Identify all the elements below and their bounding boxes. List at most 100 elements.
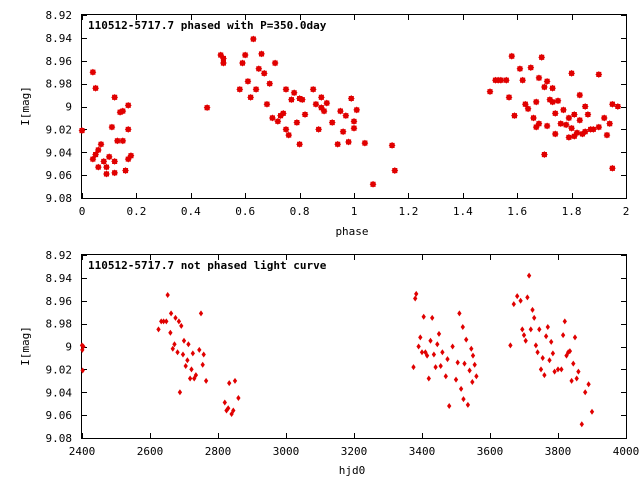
x-tick-label: 1.8 bbox=[562, 205, 582, 218]
data-point bbox=[537, 326, 542, 333]
data-point bbox=[557, 120, 565, 128]
data-point bbox=[560, 332, 566, 339]
data-point bbox=[127, 152, 135, 160]
data-point bbox=[239, 59, 246, 67]
plot-title: 110512-5717.7 phased with P=350.0day bbox=[88, 19, 327, 32]
data-point bbox=[220, 59, 227, 67]
data-point bbox=[80, 367, 85, 374]
data-point bbox=[447, 402, 452, 409]
data-point bbox=[562, 121, 570, 129]
data-point bbox=[526, 272, 532, 279]
data-point bbox=[560, 106, 567, 114]
data-point bbox=[391, 167, 399, 174]
data-point bbox=[236, 85, 244, 93]
x-tick-label: 2600 bbox=[137, 445, 164, 458]
data-point bbox=[532, 98, 540, 106]
data-point bbox=[203, 104, 211, 112]
y-tick-label: 9.06 bbox=[46, 169, 73, 182]
data-point bbox=[574, 375, 579, 382]
y-tick-label: 8.92 bbox=[46, 9, 73, 22]
data-point bbox=[320, 107, 328, 115]
data-point bbox=[583, 389, 588, 396]
data-point bbox=[589, 125, 597, 133]
data-point bbox=[535, 349, 540, 356]
data-point bbox=[532, 314, 537, 321]
data-point bbox=[263, 100, 271, 108]
data-point bbox=[231, 407, 236, 414]
data-point bbox=[111, 169, 119, 177]
data-point bbox=[573, 129, 581, 137]
x-tick-label: 3800 bbox=[545, 445, 572, 458]
data-point bbox=[200, 361, 205, 368]
data-point bbox=[428, 337, 433, 344]
data-point bbox=[523, 337, 528, 344]
x-tick-label: 4000 bbox=[613, 445, 640, 458]
data-point bbox=[511, 112, 518, 120]
data-point bbox=[252, 85, 260, 93]
data-point bbox=[435, 341, 440, 348]
data-point bbox=[92, 151, 99, 158]
x-tick-label: 1.2 bbox=[398, 205, 418, 218]
y-tick-label: 9.08 bbox=[46, 432, 73, 445]
plot-frame bbox=[81, 254, 627, 439]
data-point bbox=[521, 332, 527, 339]
y-tick-label: 9.02 bbox=[46, 363, 73, 376]
data-point bbox=[554, 97, 562, 105]
data-point bbox=[122, 167, 129, 174]
data-point bbox=[551, 109, 559, 117]
data-point bbox=[538, 366, 544, 373]
y-tick-label: 9 bbox=[65, 341, 72, 354]
x-tick-label: 1 bbox=[351, 205, 358, 218]
data-point bbox=[94, 163, 102, 171]
data-point bbox=[124, 101, 132, 109]
data-point bbox=[549, 84, 556, 92]
data-point bbox=[462, 360, 467, 367]
data-point bbox=[520, 326, 525, 333]
data-point bbox=[189, 366, 194, 373]
data-point bbox=[419, 349, 425, 356]
x-tick-label: 2 bbox=[623, 205, 630, 218]
data-point bbox=[576, 91, 584, 99]
data-point bbox=[518, 297, 523, 304]
data-point bbox=[472, 361, 477, 368]
data-point bbox=[201, 351, 206, 358]
data-point bbox=[337, 107, 344, 115]
data-point bbox=[353, 106, 361, 114]
data-point bbox=[266, 80, 274, 88]
data-point bbox=[103, 170, 110, 178]
x-tick-label: 2400 bbox=[69, 445, 96, 458]
data-point bbox=[315, 125, 323, 133]
data-point bbox=[342, 112, 350, 120]
data-point bbox=[347, 95, 355, 102]
data-point bbox=[559, 366, 564, 373]
data-point bbox=[530, 306, 535, 313]
data-point bbox=[172, 341, 177, 348]
data-point bbox=[94, 146, 102, 154]
data-point bbox=[312, 100, 320, 108]
data-point bbox=[508, 342, 513, 349]
data-point bbox=[156, 326, 161, 333]
data-point bbox=[569, 377, 574, 384]
data-point bbox=[576, 116, 584, 124]
data-point bbox=[271, 59, 279, 67]
data-point bbox=[288, 96, 295, 104]
data-point bbox=[505, 93, 513, 101]
y-tick-label: 8.98 bbox=[46, 78, 73, 91]
plot-frame bbox=[81, 14, 627, 199]
data-point bbox=[103, 163, 110, 171]
data-point bbox=[187, 375, 193, 382]
data-point bbox=[180, 351, 186, 358]
data-point bbox=[168, 310, 174, 317]
data-point bbox=[226, 405, 231, 412]
data-point bbox=[460, 324, 465, 331]
data-point bbox=[543, 333, 549, 340]
data-point bbox=[258, 50, 265, 58]
data-point bbox=[579, 421, 584, 428]
data-point bbox=[600, 114, 608, 122]
data-point bbox=[197, 346, 202, 353]
data-point bbox=[565, 114, 573, 122]
y-tick-label: 9.04 bbox=[46, 386, 73, 399]
data-point bbox=[450, 343, 455, 350]
x-tick-label: 0.6 bbox=[235, 205, 255, 218]
